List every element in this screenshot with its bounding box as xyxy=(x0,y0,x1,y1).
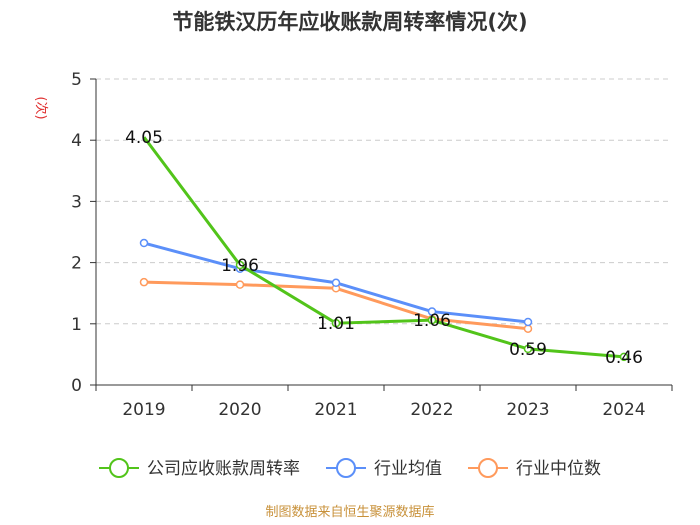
data-label: 1.06 xyxy=(413,311,451,331)
data-labels: 4.05 1.96 1.01 1.06 0.59 0.46 xyxy=(125,128,643,368)
y-tick-label: 3 xyxy=(71,192,82,212)
data-point[interactable] xyxy=(139,238,149,248)
series-lines xyxy=(139,136,629,362)
data-point[interactable] xyxy=(523,344,533,354)
data-point[interactable] xyxy=(331,278,341,288)
legend-label: 行业中位数 xyxy=(516,459,601,479)
data-point[interactable] xyxy=(235,260,245,270)
legend-item-0[interactable]: 公司应收账款周转率 xyxy=(99,458,300,479)
data-point[interactable] xyxy=(331,318,341,328)
x-tick-label: 2023 xyxy=(506,400,549,420)
y-tick-label: 1 xyxy=(71,315,82,335)
y-tick-label: 2 xyxy=(71,254,82,274)
legend[interactable]: 公司应收账款周转率 行业均值 行业中位数 xyxy=(99,458,601,479)
y-tick-label: 5 xyxy=(71,70,82,90)
chart-title: 节能铁汉历年应收账款周转率情况(次) xyxy=(172,10,527,34)
series-line-0 xyxy=(142,136,625,359)
data-label: 0.46 xyxy=(605,348,643,368)
legend-item-2[interactable]: 行业中位数 xyxy=(468,458,601,479)
legend-circle-icon xyxy=(109,458,129,478)
x-tick-label: 2021 xyxy=(314,400,357,420)
legend-label: 公司应收账款周转率 xyxy=(147,459,300,479)
data-point[interactable] xyxy=(427,315,437,325)
data-point[interactable] xyxy=(139,277,149,287)
data-point[interactable] xyxy=(619,352,629,362)
y-tick-label: 4 xyxy=(71,131,82,151)
legend-item-1[interactable]: 行业均值 xyxy=(326,458,442,479)
data-point[interactable] xyxy=(523,324,533,333)
data-label: 0.59 xyxy=(509,340,547,360)
data-label: 1.96 xyxy=(221,256,259,276)
source-caption: 制图数据来自恒生聚源数据库 xyxy=(265,504,434,520)
axes: 0 1 2 3 4 5 2019 2020 2021 2022 2023 2024 xyxy=(71,70,673,420)
data-label: 4.05 xyxy=(125,128,163,148)
data-point[interactable] xyxy=(523,317,533,327)
y-tick-label: 0 xyxy=(71,376,82,396)
x-tick-label: 2019 xyxy=(122,400,165,420)
data-point[interactable] xyxy=(235,280,245,289)
x-tick-label: 2022 xyxy=(410,400,453,420)
legend-label: 行业均值 xyxy=(374,459,442,479)
legend-circle-icon xyxy=(336,458,356,478)
data-point[interactable] xyxy=(427,307,437,316)
data-label: 1.01 xyxy=(317,314,355,334)
gridlines xyxy=(96,78,672,325)
legend-circle-icon xyxy=(478,458,498,478)
y-axis-unit-label: (次) xyxy=(33,96,49,119)
x-tick-label: 2024 xyxy=(602,400,645,420)
x-tick-label: 2020 xyxy=(218,400,261,420)
